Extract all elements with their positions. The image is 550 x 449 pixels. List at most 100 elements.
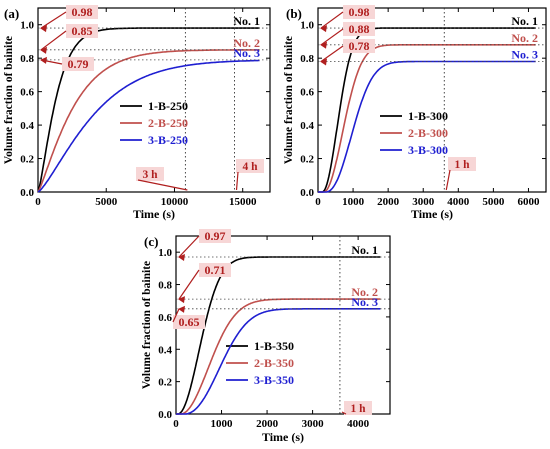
y-tick-label: 0.2 bbox=[158, 377, 172, 389]
legend-label: 1-B-350 bbox=[254, 339, 294, 353]
arrow-head bbox=[320, 58, 327, 66]
x-tick-label: 4000 bbox=[347, 418, 370, 430]
legend-label: 1-B-250 bbox=[148, 99, 188, 113]
value-annotation-arrow bbox=[40, 11, 67, 29]
series-number-label: No. 1 bbox=[351, 243, 378, 257]
value-annotation: 0.88 bbox=[349, 22, 370, 36]
y-tick-label: 0.2 bbox=[20, 154, 34, 166]
series-number-label: No. 1 bbox=[233, 14, 260, 28]
y-tick-label: 1.0 bbox=[20, 20, 34, 32]
value-annotation-arrow bbox=[172, 308, 180, 323]
x-tick-label: 10000 bbox=[161, 196, 189, 208]
series-number-label: No. 1 bbox=[511, 14, 538, 28]
chart-panel-2: (b) 0 1000 2000 3000 4000 5000 6000 0.0 0.2 0.4 0.6… bbox=[283, 5, 547, 221]
plot-frame bbox=[37, 7, 271, 193]
legend-label: 1-B-300 bbox=[408, 109, 448, 123]
value-annotation-highlight bbox=[173, 315, 205, 329]
legend-label: 3-B-250 bbox=[148, 133, 188, 147]
value-annotation-highlight bbox=[66, 24, 98, 38]
value-annotation: 0.78 bbox=[349, 39, 370, 53]
panel-label: (a) bbox=[4, 6, 19, 21]
value-annotation-highlight bbox=[62, 57, 94, 71]
series-line-3-B-350 bbox=[176, 307, 381, 415]
x-tick-label: 6000 bbox=[517, 196, 540, 208]
x-tick-label: 1000 bbox=[211, 418, 234, 430]
x-axis-label: Time (s) bbox=[411, 207, 453, 221]
value-annotation: 0.97 bbox=[205, 229, 226, 243]
series-number-label: No. 3 bbox=[511, 48, 538, 62]
value-annotation: 0.65 bbox=[179, 315, 200, 329]
x-tick-label: 2000 bbox=[256, 418, 279, 430]
x-axis-label: Time (s) bbox=[133, 207, 175, 221]
x-tick-label: 5000 bbox=[95, 196, 118, 208]
time-marker-label: 1 h bbox=[454, 159, 470, 171]
y-axis-label: Volume fraction of bainite bbox=[283, 36, 295, 164]
value-annotation-arrow bbox=[178, 235, 200, 258]
x-tick-label: 3000 bbox=[412, 196, 435, 208]
time-marker-highlight bbox=[136, 167, 164, 181]
value-annotation: 0.79 bbox=[68, 57, 89, 71]
x-tick-label: 0 bbox=[173, 418, 179, 430]
y-tick-label: 0.8 bbox=[20, 53, 34, 65]
series-number-label: No. 2 bbox=[351, 285, 378, 299]
y-tick-label: 0.6 bbox=[158, 312, 172, 324]
time-marker-arrow bbox=[445, 169, 451, 191]
series-number-label: No. 3 bbox=[351, 295, 378, 309]
arrow-head bbox=[40, 46, 47, 54]
value-annotation-highlight bbox=[343, 39, 375, 53]
value-annotation-arrow bbox=[320, 28, 344, 46]
legend-label: 2-B-350 bbox=[254, 356, 294, 370]
value-annotation: 0.98 bbox=[349, 5, 370, 19]
y-tick-label: 1.0 bbox=[158, 247, 172, 259]
y-tick-label: 0.6 bbox=[20, 87, 34, 99]
chart-panel-3: (c) 0 1000 2000 3000 4000 0.0 0.2 0.4 0.6 0.8 1.0 Ti… bbox=[141, 229, 391, 444]
arrow-head bbox=[178, 296, 185, 304]
arrow-head bbox=[320, 25, 327, 33]
time-marker-highlight bbox=[344, 401, 372, 415]
value-annotation-arrow bbox=[178, 269, 200, 300]
x-tick-label: 1000 bbox=[342, 196, 365, 208]
arrow-head bbox=[178, 254, 185, 262]
value-annotation: 0.85 bbox=[72, 24, 93, 38]
x-tick-label: 0 bbox=[35, 196, 41, 208]
y-tick-label: 0.0 bbox=[20, 187, 34, 199]
y-tick-label: 0.6 bbox=[300, 87, 314, 99]
plot-frame bbox=[317, 7, 547, 193]
time-marker-arrow bbox=[235, 171, 239, 191]
y-tick-label: 1.0 bbox=[300, 20, 314, 32]
x-axis-label: Time (s) bbox=[262, 430, 304, 444]
chart-panel-1: (a) 0 5000 10000 15000 0.0 0.2 0.4 0.6 0.8 1.0 Time… bbox=[3, 5, 271, 221]
y-tick-label: 0.2 bbox=[300, 154, 314, 166]
value-annotation-highlight bbox=[199, 263, 231, 277]
x-tick-label: 2000 bbox=[377, 196, 400, 208]
series-line-1-B-350 bbox=[176, 256, 381, 415]
y-axis-label: Volume fraction of bainite bbox=[3, 36, 15, 164]
x-tick-label: 5000 bbox=[482, 196, 505, 208]
x-tick-label: 4000 bbox=[447, 196, 470, 208]
arrow-head bbox=[178, 305, 185, 313]
time-marker-label: 4 h bbox=[242, 161, 258, 173]
legend-label: 3-B-350 bbox=[254, 373, 294, 387]
legend-label: 3-B-300 bbox=[408, 143, 448, 157]
time-marker-highlight bbox=[448, 157, 476, 171]
value-annotation-arrow bbox=[320, 11, 344, 29]
y-tick-label: 0.8 bbox=[158, 280, 172, 292]
series-number-label: No. 2 bbox=[511, 31, 538, 45]
arrow-head bbox=[40, 56, 47, 64]
series-line-3-B-250 bbox=[37, 59, 260, 193]
time-marker-arrow bbox=[137, 179, 188, 191]
arrow-head bbox=[320, 41, 327, 49]
value-annotation-arrow bbox=[320, 45, 344, 63]
value-annotation: 0.98 bbox=[72, 5, 93, 19]
x-tick-label: 15000 bbox=[229, 196, 257, 208]
value-annotation: 0.71 bbox=[205, 263, 226, 277]
series-number-label: No. 2 bbox=[233, 36, 260, 50]
y-axis-label: Volume fraction of bainite bbox=[141, 261, 153, 389]
x-tick-label: 3000 bbox=[302, 418, 325, 430]
value-annotation-highlight bbox=[343, 5, 375, 19]
time-marker-arrow bbox=[341, 411, 347, 415]
arrow-head bbox=[40, 25, 47, 33]
series-line-2-B-350 bbox=[176, 298, 381, 415]
x-tick-label: 0 bbox=[315, 196, 321, 208]
